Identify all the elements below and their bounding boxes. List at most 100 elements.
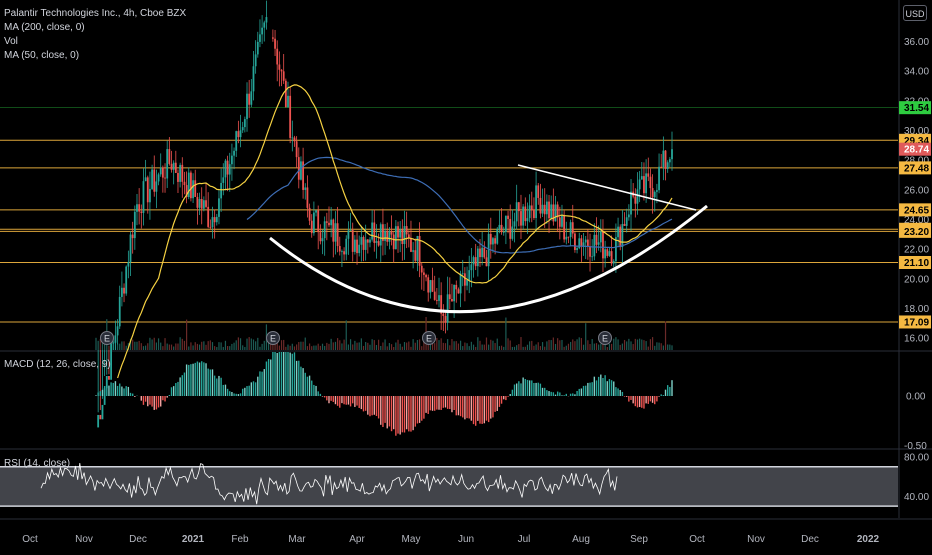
candle-body bbox=[166, 149, 168, 178]
time-tick-label: Dec bbox=[801, 534, 819, 545]
volume-bar bbox=[566, 346, 567, 350]
volume-bar bbox=[466, 343, 467, 350]
candle-body bbox=[209, 227, 211, 228]
volume-bar bbox=[503, 347, 504, 350]
macd-histogram-bar bbox=[622, 392, 623, 396]
volume-bar bbox=[361, 338, 362, 350]
candle-body bbox=[496, 229, 498, 244]
volume-bar bbox=[477, 337, 478, 350]
macd-histogram-bar bbox=[529, 380, 530, 396]
macd-histogram-bar bbox=[279, 352, 280, 396]
candle-body bbox=[483, 248, 485, 258]
rsi-legend[interactable]: RSI (14, close) bbox=[4, 457, 70, 471]
volume-bar bbox=[134, 342, 135, 350]
candle-body bbox=[337, 223, 339, 246]
macd-histogram-bar bbox=[671, 380, 672, 396]
candle-body bbox=[330, 220, 332, 226]
volume-bar bbox=[641, 340, 642, 350]
vol-legend[interactable]: Vol bbox=[4, 35, 186, 49]
candle-body bbox=[613, 261, 615, 263]
volume-bar bbox=[400, 344, 401, 350]
price-badge-28.74: 28.74 bbox=[904, 145, 929, 156]
macd-histogram-bar bbox=[533, 383, 534, 396]
macd-histogram-bar bbox=[108, 386, 109, 396]
candle-body bbox=[447, 294, 449, 322]
volume-bar bbox=[292, 344, 293, 350]
volume-bar bbox=[171, 345, 172, 350]
volume-bar bbox=[227, 346, 228, 350]
candle-body bbox=[136, 204, 138, 212]
candle-body bbox=[617, 227, 619, 237]
macd-legend[interactable]: MACD (12, 26, close, 9) bbox=[4, 358, 111, 372]
volume-bar bbox=[225, 341, 226, 350]
time-tick-label: Mar bbox=[288, 534, 306, 545]
ma200-legend[interactable]: MA (200, close, 0) bbox=[4, 21, 186, 35]
candle-body bbox=[121, 288, 123, 297]
macd-histogram-bar bbox=[227, 389, 228, 396]
candle-body bbox=[242, 127, 244, 130]
volume-bar bbox=[568, 344, 569, 350]
candle-body bbox=[229, 164, 231, 174]
volume-bar bbox=[354, 341, 355, 350]
candle-body bbox=[341, 251, 343, 252]
volume-bar bbox=[430, 345, 431, 350]
volume-bar bbox=[328, 344, 329, 350]
volume-bar bbox=[233, 343, 234, 350]
macd-histogram-bar bbox=[352, 396, 353, 403]
macd-histogram-bar bbox=[255, 382, 256, 396]
candle-body bbox=[667, 162, 669, 169]
time-tick-label: Oct bbox=[22, 534, 38, 545]
volume-bar bbox=[548, 340, 549, 350]
candle-body bbox=[348, 230, 350, 238]
volume-bar bbox=[285, 347, 286, 350]
macd-histogram-bar bbox=[635, 396, 636, 406]
macd-histogram-bar bbox=[298, 361, 299, 396]
macd-histogram-bar bbox=[643, 396, 644, 409]
volume-bar bbox=[458, 344, 459, 350]
macd-histogram-bar bbox=[173, 386, 174, 396]
candle-body bbox=[354, 240, 356, 252]
volume-bar bbox=[497, 339, 498, 350]
volume-bar bbox=[169, 345, 170, 350]
volume-bar bbox=[322, 344, 323, 350]
macd-histogram-bar bbox=[121, 387, 122, 396]
candle-body bbox=[516, 202, 518, 221]
macd-histogram-bar bbox=[190, 364, 191, 396]
price-tick-label: 20.00 bbox=[904, 274, 929, 285]
macd-histogram-bar bbox=[145, 396, 146, 402]
candle-body bbox=[218, 198, 220, 217]
ma50-legend[interactable]: MA (50, close, 0) bbox=[4, 49, 186, 63]
macd-histogram-bar bbox=[570, 394, 571, 396]
candle-body bbox=[214, 217, 216, 222]
macd-histogram-bar bbox=[471, 396, 472, 421]
macd-histogram-bar bbox=[115, 381, 116, 396]
volume-bar bbox=[516, 345, 517, 350]
earnings-marker[interactable]: E bbox=[423, 332, 436, 345]
candle-body bbox=[201, 199, 203, 209]
earnings-marker[interactable]: E bbox=[267, 332, 280, 345]
candle-body bbox=[427, 277, 429, 292]
volume-bar bbox=[583, 345, 584, 350]
macd-histogram-bar bbox=[458, 396, 459, 415]
candle-body bbox=[278, 64, 280, 69]
volume-bar bbox=[192, 345, 193, 350]
candle-body bbox=[231, 156, 233, 165]
volume-bar bbox=[367, 343, 368, 350]
macd-histogram-bar bbox=[503, 396, 504, 399]
volume-bar bbox=[654, 346, 655, 350]
candle-body bbox=[404, 226, 406, 244]
candle-body bbox=[291, 138, 293, 139]
earnings-marker[interactable]: E bbox=[599, 332, 612, 345]
macd-histogram-bar bbox=[598, 377, 599, 396]
volume-bar bbox=[242, 345, 243, 350]
macd-histogram-bar bbox=[507, 396, 508, 397]
earnings-marker[interactable]: E bbox=[101, 332, 114, 345]
symbol-title[interactable]: Palantir Technologies Inc., 4h, Cboe BZX bbox=[4, 7, 186, 21]
currency-button[interactable]: USD bbox=[903, 5, 927, 21]
volume-bar bbox=[214, 346, 215, 350]
candle-body bbox=[589, 246, 591, 257]
volume-bar bbox=[182, 339, 183, 350]
macd-histogram-bar bbox=[630, 396, 631, 400]
